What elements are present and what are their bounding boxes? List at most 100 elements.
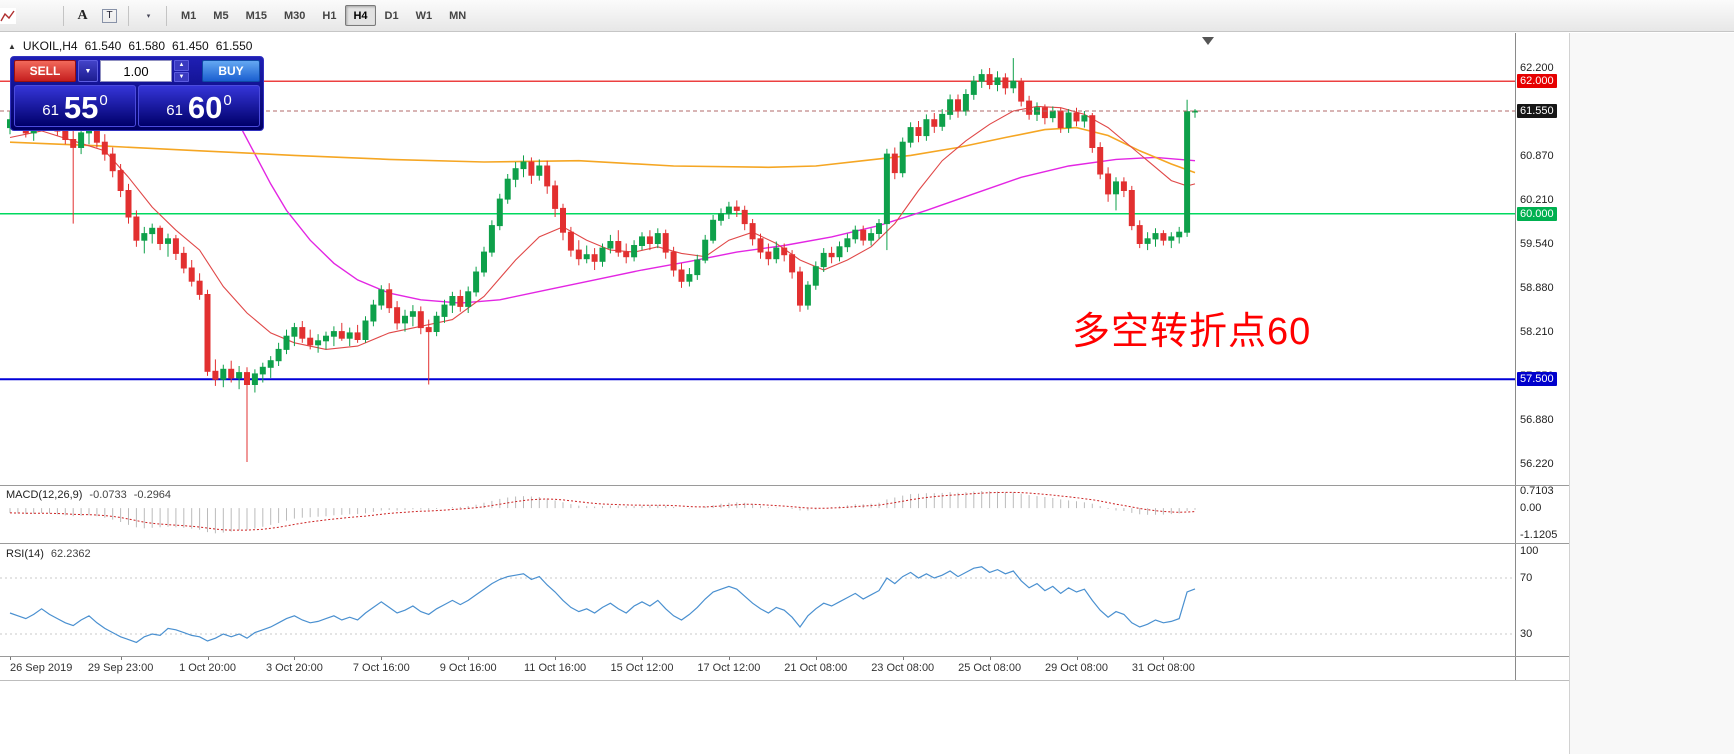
symbol-timeframe-label: UKOIL,H4 xyxy=(22,39,78,53)
text-annotation-icon: A xyxy=(77,7,88,23)
price-scale-tick: 56.220 xyxy=(1520,457,1554,470)
sell-price-button[interactable]: 61 55 0 xyxy=(14,85,136,127)
volume-input[interactable] xyxy=(100,60,172,82)
time-axis-tick xyxy=(642,657,643,660)
macd-scale-tick: 0.7103 xyxy=(1520,485,1554,497)
time-axis-tick xyxy=(815,657,817,660)
time-axis-label: 15 Oct 12:00 xyxy=(610,662,674,674)
indicator-line-icon xyxy=(0,8,16,23)
time-axis-label: 3 Oct 20:00 xyxy=(265,662,323,674)
time-axis-tick xyxy=(1163,657,1165,660)
stepper-up-icon: ▲ xyxy=(174,60,189,71)
time-axis-tick xyxy=(902,657,904,660)
timeframe-button-h4[interactable]: H4 xyxy=(345,5,376,26)
time-axis-label: 1 Oct 20:00 xyxy=(179,662,236,674)
macd-indicator-canvas[interactable] xyxy=(0,486,1515,542)
buy-price-big: 60 xyxy=(187,90,223,125)
price-scale-tick: 62.200 xyxy=(1520,62,1554,74)
text-label-icon: T xyxy=(102,8,117,23)
timeframe-button-w1[interactable]: W1 xyxy=(415,9,433,22)
rsi-name: RSI(14) xyxy=(6,548,44,560)
close-value: 61.550 xyxy=(215,39,253,53)
time-axis-label: 29 Oct 08:00 xyxy=(1045,662,1108,674)
toolbar: A T ▾ M1 M5 M15 M30 H1 H4 D1 W1 MN xyxy=(0,0,1734,32)
timeframe-button-group: M1 M5 M15 M30 H1 H4 D1 W1 MN xyxy=(173,5,474,26)
price-level-badge: 62.000 xyxy=(1517,74,1557,89)
open-value: 61.540 xyxy=(84,39,122,53)
order-type-dropdown[interactable]: ▼ xyxy=(78,60,98,82)
high-value: 61.580 xyxy=(128,39,166,53)
macd-signal-value: -0.2964 xyxy=(133,489,172,501)
timeframe-button-d1[interactable]: D1 xyxy=(384,9,399,22)
price-scale-tick: 59.540 xyxy=(1520,238,1554,251)
rsi-scale-tick: 70 xyxy=(1520,572,1533,584)
time-axis-tick xyxy=(10,657,11,660)
buy-price-button[interactable]: 61 60 0 xyxy=(138,85,260,127)
time-axis-label: 31 Oct 08:00 xyxy=(1131,662,1195,674)
timeframe-button-m30[interactable]: M30 xyxy=(283,9,306,22)
sell-price-big: 55 xyxy=(63,90,99,125)
rsi-scale-tick: 30 xyxy=(1520,628,1533,640)
time-axis-tick xyxy=(468,657,470,660)
timeframe-button-mn[interactable]: MN xyxy=(449,9,467,22)
buy-price-sup: 0 xyxy=(223,92,232,109)
pane-splitter[interactable] xyxy=(0,656,1569,657)
time-axis-tick xyxy=(989,657,991,660)
volume-stepper[interactable]: ▲ ▼ xyxy=(174,60,189,82)
time-axis-label: 25 Oct 08:00 xyxy=(958,662,1022,674)
time-axis-label: 9 Oct 16:00 xyxy=(439,662,497,674)
workspace-empty-area xyxy=(1569,33,1734,754)
time-axis-tick xyxy=(207,657,209,660)
pane-splitter[interactable] xyxy=(0,485,1569,486)
text-annotation-icon-button[interactable]: A xyxy=(70,4,95,28)
price-level-badge: 61.550 xyxy=(1517,104,1557,119)
stepper-down-icon: ▼ xyxy=(174,71,189,82)
timeframe-button-m1[interactable]: M1 xyxy=(181,9,197,22)
buy-button[interactable]: BUY xyxy=(202,60,260,82)
chart-text-annotation: 多空转折点60 xyxy=(1072,311,1312,353)
rsi-indicator-canvas[interactable] xyxy=(0,544,1515,656)
price-scale-tick: 56.880 xyxy=(1520,414,1554,427)
time-axis-tick xyxy=(294,657,296,660)
timeframe-button-h1[interactable]: H1 xyxy=(322,9,337,22)
rsi-value: 62.2362 xyxy=(50,548,91,560)
sell-price-prefix: 61 xyxy=(42,102,59,119)
time-axis-tick xyxy=(728,657,730,660)
price-scale-tick: 58.210 xyxy=(1520,326,1554,339)
time-axis-label: 11 Oct 16:00 xyxy=(524,662,587,674)
macd-pane-header: MACD(12,26,9) -0.0733 -0.2964 xyxy=(6,489,171,501)
timeframe-button-m5[interactable]: M5 xyxy=(213,9,229,22)
time-axis-tick xyxy=(1076,657,1078,660)
chart-window-bottom-border xyxy=(0,680,1569,681)
toolbar-separator xyxy=(166,5,167,26)
chart-ohlc-header: ▲ UKOIL,H4 61.540 61.580 61.450 61.550 xyxy=(8,39,252,53)
text-label-icon-button[interactable]: T xyxy=(97,4,122,28)
price-scale[interactable]: 62.200 60.870 60.210 59.540 58.880 58.210 57.5… xyxy=(1515,33,1569,680)
toolbar-separator xyxy=(63,5,64,26)
rsi-pane-header: RSI(14) 62.2362 xyxy=(6,548,91,560)
chart-shift-marker-icon[interactable] xyxy=(1202,37,1214,45)
trade-panel-collapse-icon[interactable]: ▲ xyxy=(8,41,16,51)
pane-splitter[interactable] xyxy=(0,543,1569,544)
macd-main-value: -0.0733 xyxy=(89,489,127,501)
price-level-badge: 60.000 xyxy=(1517,206,1557,221)
time-axis-tick xyxy=(120,657,122,660)
price-scale-tick: 60.870 xyxy=(1520,150,1554,163)
toolbar-separator xyxy=(128,5,129,26)
macd-name: MACD(12,26,9) xyxy=(6,489,83,501)
sell-price-sup: 0 xyxy=(99,92,108,109)
price-scale-tick: 58.880 xyxy=(1520,281,1554,294)
chevron-down-icon: ▾ xyxy=(146,12,151,20)
low-value: 61.450 xyxy=(172,39,209,53)
sell-button[interactable]: SELL xyxy=(14,60,76,82)
time-axis-label: 29 Sep 23:00 xyxy=(87,662,154,674)
one-click-trading-panel: SELL ▼ ▲ ▼ BUY 61 55 0 61 60 0 xyxy=(10,56,264,131)
price-level-badge: 57.500 xyxy=(1517,372,1557,387)
time-axis-label: 23 Oct 08:00 xyxy=(871,662,935,674)
price-scale-tick: 60.210 xyxy=(1520,193,1554,206)
grid-icon-button[interactable] xyxy=(0,4,57,28)
time-axis[interactable]: 26 Sep 2019 29 Sep 23:00 1 Oct 20:00 3 Oct … xyxy=(0,657,1515,680)
indicator-line-icon-button[interactable]: ▾ xyxy=(0,4,160,28)
timeframe-button-m15[interactable]: M15 xyxy=(245,9,267,22)
